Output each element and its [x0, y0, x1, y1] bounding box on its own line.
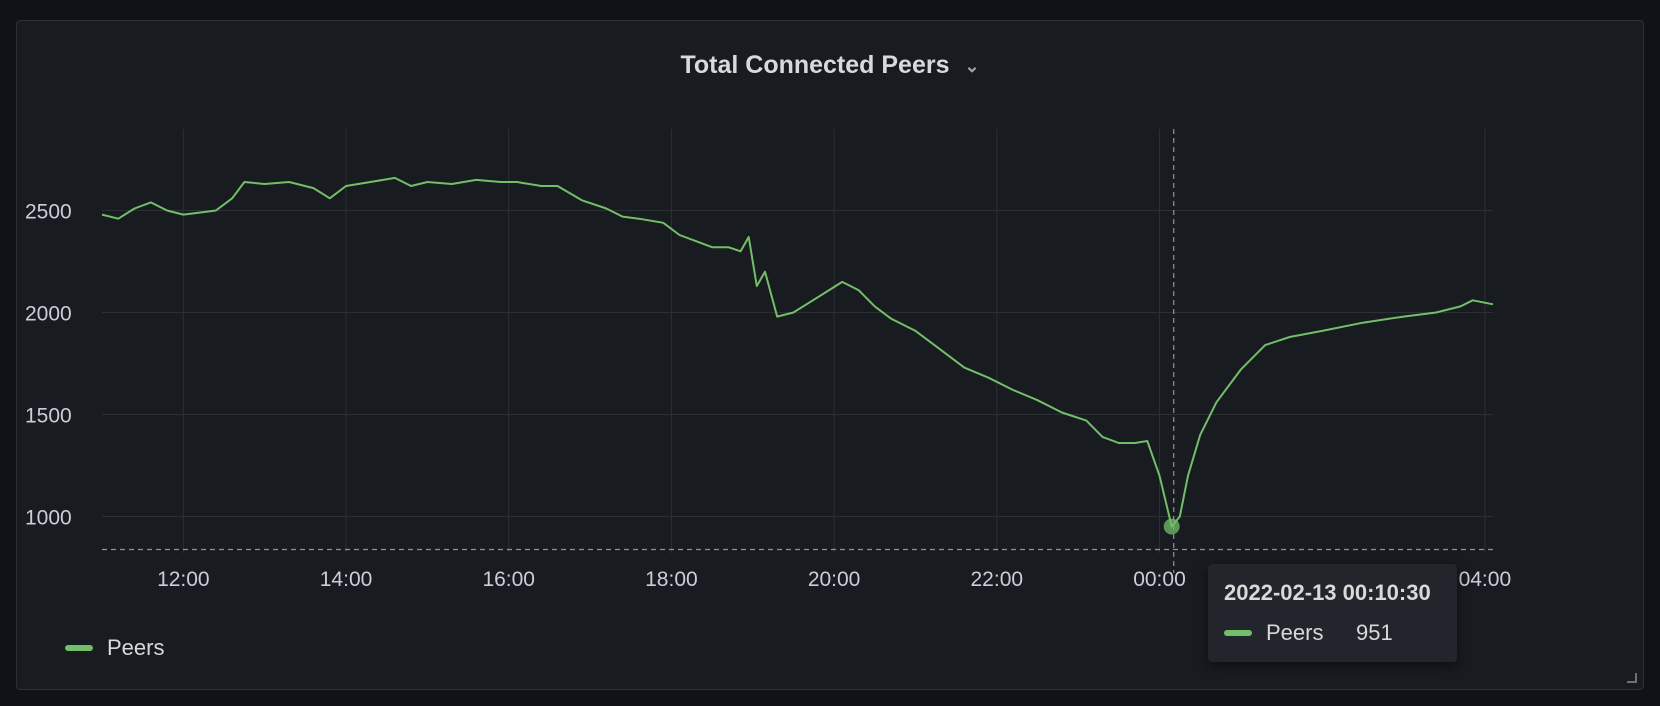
- x-tick-label: 18:00: [645, 568, 698, 591]
- tooltip-row: Peers 951: [1224, 620, 1441, 646]
- line-chart[interactable]: 1000 1500 2000 2500 12:00 14:00 16:00 18:00 20:0…: [17, 21, 1645, 691]
- x-tick-label: 16:00: [482, 568, 535, 591]
- hover-tooltip: 2022-02-13 00:10:30 Peers 951: [1208, 564, 1457, 662]
- chart-panel: Total Connected Peers ⌄ 1000 1500 2000 2500…: [16, 20, 1644, 690]
- x-tick-label: 00:00: [1133, 568, 1186, 591]
- panel-title-wrapper[interactable]: Total Connected Peers ⌄: [17, 51, 1643, 80]
- peers-series-line: [101, 176, 1494, 528]
- hover-point: [1163, 518, 1180, 535]
- tooltip-series-name: Peers: [1266, 620, 1324, 645]
- chevron-down-icon[interactable]: ⌄: [964, 55, 980, 76]
- x-tick-label: 14:00: [320, 568, 373, 591]
- panel-title[interactable]: Total Connected Peers: [680, 51, 950, 79]
- tooltip-value: 951: [1356, 620, 1393, 645]
- legend-swatch: [65, 645, 93, 651]
- resize-handle[interactable]: [1627, 673, 1637, 683]
- x-tick-label: 04:00: [1459, 568, 1512, 591]
- x-tick-label: 12:00: [157, 568, 210, 591]
- tooltip-swatch: [1224, 630, 1252, 636]
- legend-label[interactable]: Peers: [107, 635, 165, 660]
- y-tick-label: 1000: [25, 506, 72, 529]
- y-tick-label: 1500: [25, 404, 72, 427]
- y-tick-label: 2500: [25, 201, 72, 224]
- y-tick-label: 2000: [25, 303, 72, 326]
- x-tick-label: 22:00: [971, 568, 1024, 591]
- tooltip-time: 2022-02-13 00:10:30: [1224, 580, 1431, 605]
- legend: Peers: [65, 635, 164, 661]
- x-tick-label: 20:00: [808, 568, 861, 591]
